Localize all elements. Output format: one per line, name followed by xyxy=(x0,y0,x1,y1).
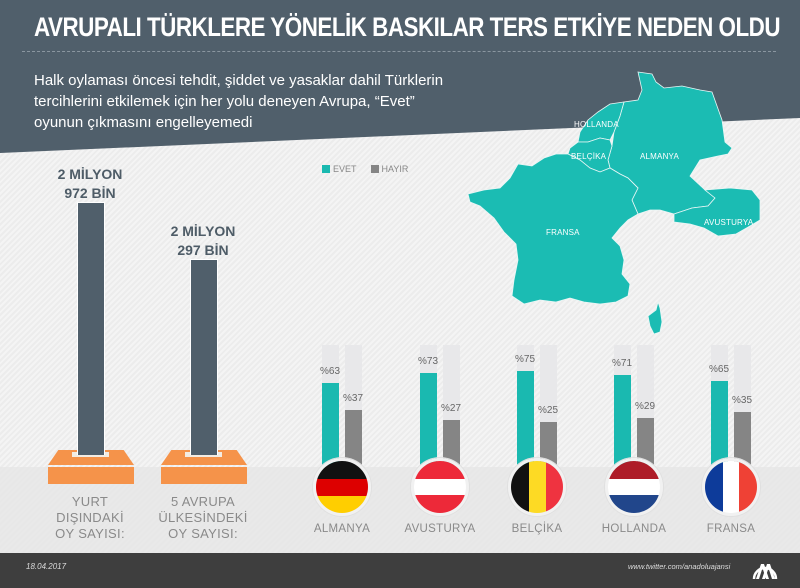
hollanda-no-value: %29 xyxy=(634,401,655,412)
legend-no: HAYIR xyxy=(370,164,409,174)
caption-line: OY SAYISI: xyxy=(55,526,125,541)
europe-vote-bar xyxy=(190,259,218,455)
avusturya-yes-track: %73 xyxy=(418,345,438,465)
country-label-fransa: FRANSA xyxy=(706,523,756,535)
avusturya-no-bar xyxy=(443,420,460,465)
hollanda-no-bar xyxy=(637,418,654,465)
belcika-no-value: %25 xyxy=(537,405,558,416)
belcika-yes-track: %75 xyxy=(515,345,535,465)
fransa-no-track: %35 xyxy=(732,345,752,465)
fransa-yes-bar xyxy=(711,381,728,465)
twitter-link[interactable]: www.twitter.com/anadoluajansi xyxy=(628,562,731,571)
flag-germany-icon xyxy=(313,458,371,516)
footer-date: 18.04.2017 xyxy=(26,562,67,571)
ballot-box-body-2 xyxy=(161,467,247,484)
fransa-yes-track: %65 xyxy=(709,345,729,465)
belcika-no-track: %25 xyxy=(538,345,558,465)
almanya-no-track: %37 xyxy=(343,345,363,465)
map-label-hollanda: HOLLANDA xyxy=(574,120,619,129)
map-label-almanya: ALMANYA xyxy=(640,152,680,161)
almanya-yes-bar xyxy=(322,383,339,465)
almanya-yes-value: %63 xyxy=(319,366,340,377)
hollanda-yes-track: %71 xyxy=(612,345,632,465)
avusturya-no-value: %27 xyxy=(440,403,461,414)
europe-vote-line2: 297 BİN xyxy=(177,242,229,258)
flag-france-icon xyxy=(702,458,760,516)
caption-line: ÜLKESİNDEKİ xyxy=(158,510,248,525)
hollanda-yes-bar xyxy=(614,375,631,465)
ballot-box-lid-1 xyxy=(48,450,134,465)
map-label-belcika: BELÇİKA xyxy=(571,152,607,161)
hollanda-no-track: %29 xyxy=(635,345,655,465)
flag-belgium-icon xyxy=(508,458,566,516)
map-shapes xyxy=(467,71,761,335)
avusturya-yes-value: %73 xyxy=(417,356,438,367)
title-divider xyxy=(22,51,776,52)
europe-vote-value: 2 MİLYON 297 BİN xyxy=(153,222,253,260)
fransa-no-bar xyxy=(734,412,751,465)
caption-line: OY SAYISI: xyxy=(168,526,238,541)
map-label-fransa: FRANSA xyxy=(546,228,580,237)
abroad-vote-line1: 2 MİLYON xyxy=(57,166,123,182)
europe-vote-caption: 5 AVRUPA ÜLKESİNDEKİ OY SAYISI: xyxy=(153,494,253,542)
fransa-yes-value: %65 xyxy=(708,364,729,375)
abroad-vote-line2: 972 BİN xyxy=(64,185,116,201)
legend-yes-label: EVET xyxy=(333,164,357,174)
caption-line: 5 AVRUPA xyxy=(170,494,236,509)
belcika-no-bar xyxy=(540,422,557,465)
country-label-hollanda: HOLLANDA xyxy=(601,523,667,535)
page-title: AVRUPALI TÜRKLERE YÖNELİK BASKILAR TERS … xyxy=(34,12,781,42)
country-label-almanya: ALMANYA xyxy=(313,523,371,535)
legend-yes-swatch xyxy=(322,165,330,173)
ballot-box-body-1 xyxy=(48,467,134,484)
aa-logo-icon xyxy=(752,564,778,580)
legend-no-label: HAYIR xyxy=(381,164,409,174)
almanya-yes-track: %63 xyxy=(320,345,340,465)
fransa-no-value: %35 xyxy=(731,395,752,406)
abroad-vote-value: 2 MİLYON 972 BİN xyxy=(40,165,140,203)
almanya-no-value: %37 xyxy=(342,393,363,404)
belcika-yes-bar xyxy=(517,371,534,465)
abroad-vote-bar-front xyxy=(77,202,105,455)
subtitle: Halk oylaması öncesi tehdit, şiddet ve y… xyxy=(34,72,444,131)
avusturya-yes-bar xyxy=(420,373,437,465)
belcika-yes-value: %75 xyxy=(514,354,535,365)
caption-line: DIŞINDAKİ xyxy=(56,510,124,525)
legend-no-swatch xyxy=(370,165,379,173)
ballot-box-lid-2 xyxy=(161,450,247,465)
footer: 18.04.2017 www.twitter.com/anadoluajansi xyxy=(0,553,800,588)
caption-line: YURT xyxy=(71,494,109,509)
country-label-belcika: BELÇİKA xyxy=(511,523,563,535)
map-label-avusturya: AVUSTURYA xyxy=(704,218,754,227)
flag-austria-icon xyxy=(411,458,469,516)
abroad-vote-caption: YURT DIŞINDAKİ OY SAYISI: xyxy=(40,494,140,542)
hollanda-yes-value: %71 xyxy=(611,358,632,369)
flag-netherlands-icon xyxy=(605,458,663,516)
almanya-no-bar xyxy=(345,410,362,465)
europe-vote-line1: 2 MİLYON xyxy=(170,223,236,239)
country-label-avusturya: AVUSTURYA xyxy=(404,523,476,535)
avusturya-no-track: %27 xyxy=(441,345,461,465)
legend-yes: EVET xyxy=(322,164,357,174)
europe-map: HOLLANDA BELÇİKA ALMANYA FRANSA AVUSTURY… xyxy=(460,60,800,340)
chart-legend: EVET HAYIR xyxy=(322,164,408,174)
